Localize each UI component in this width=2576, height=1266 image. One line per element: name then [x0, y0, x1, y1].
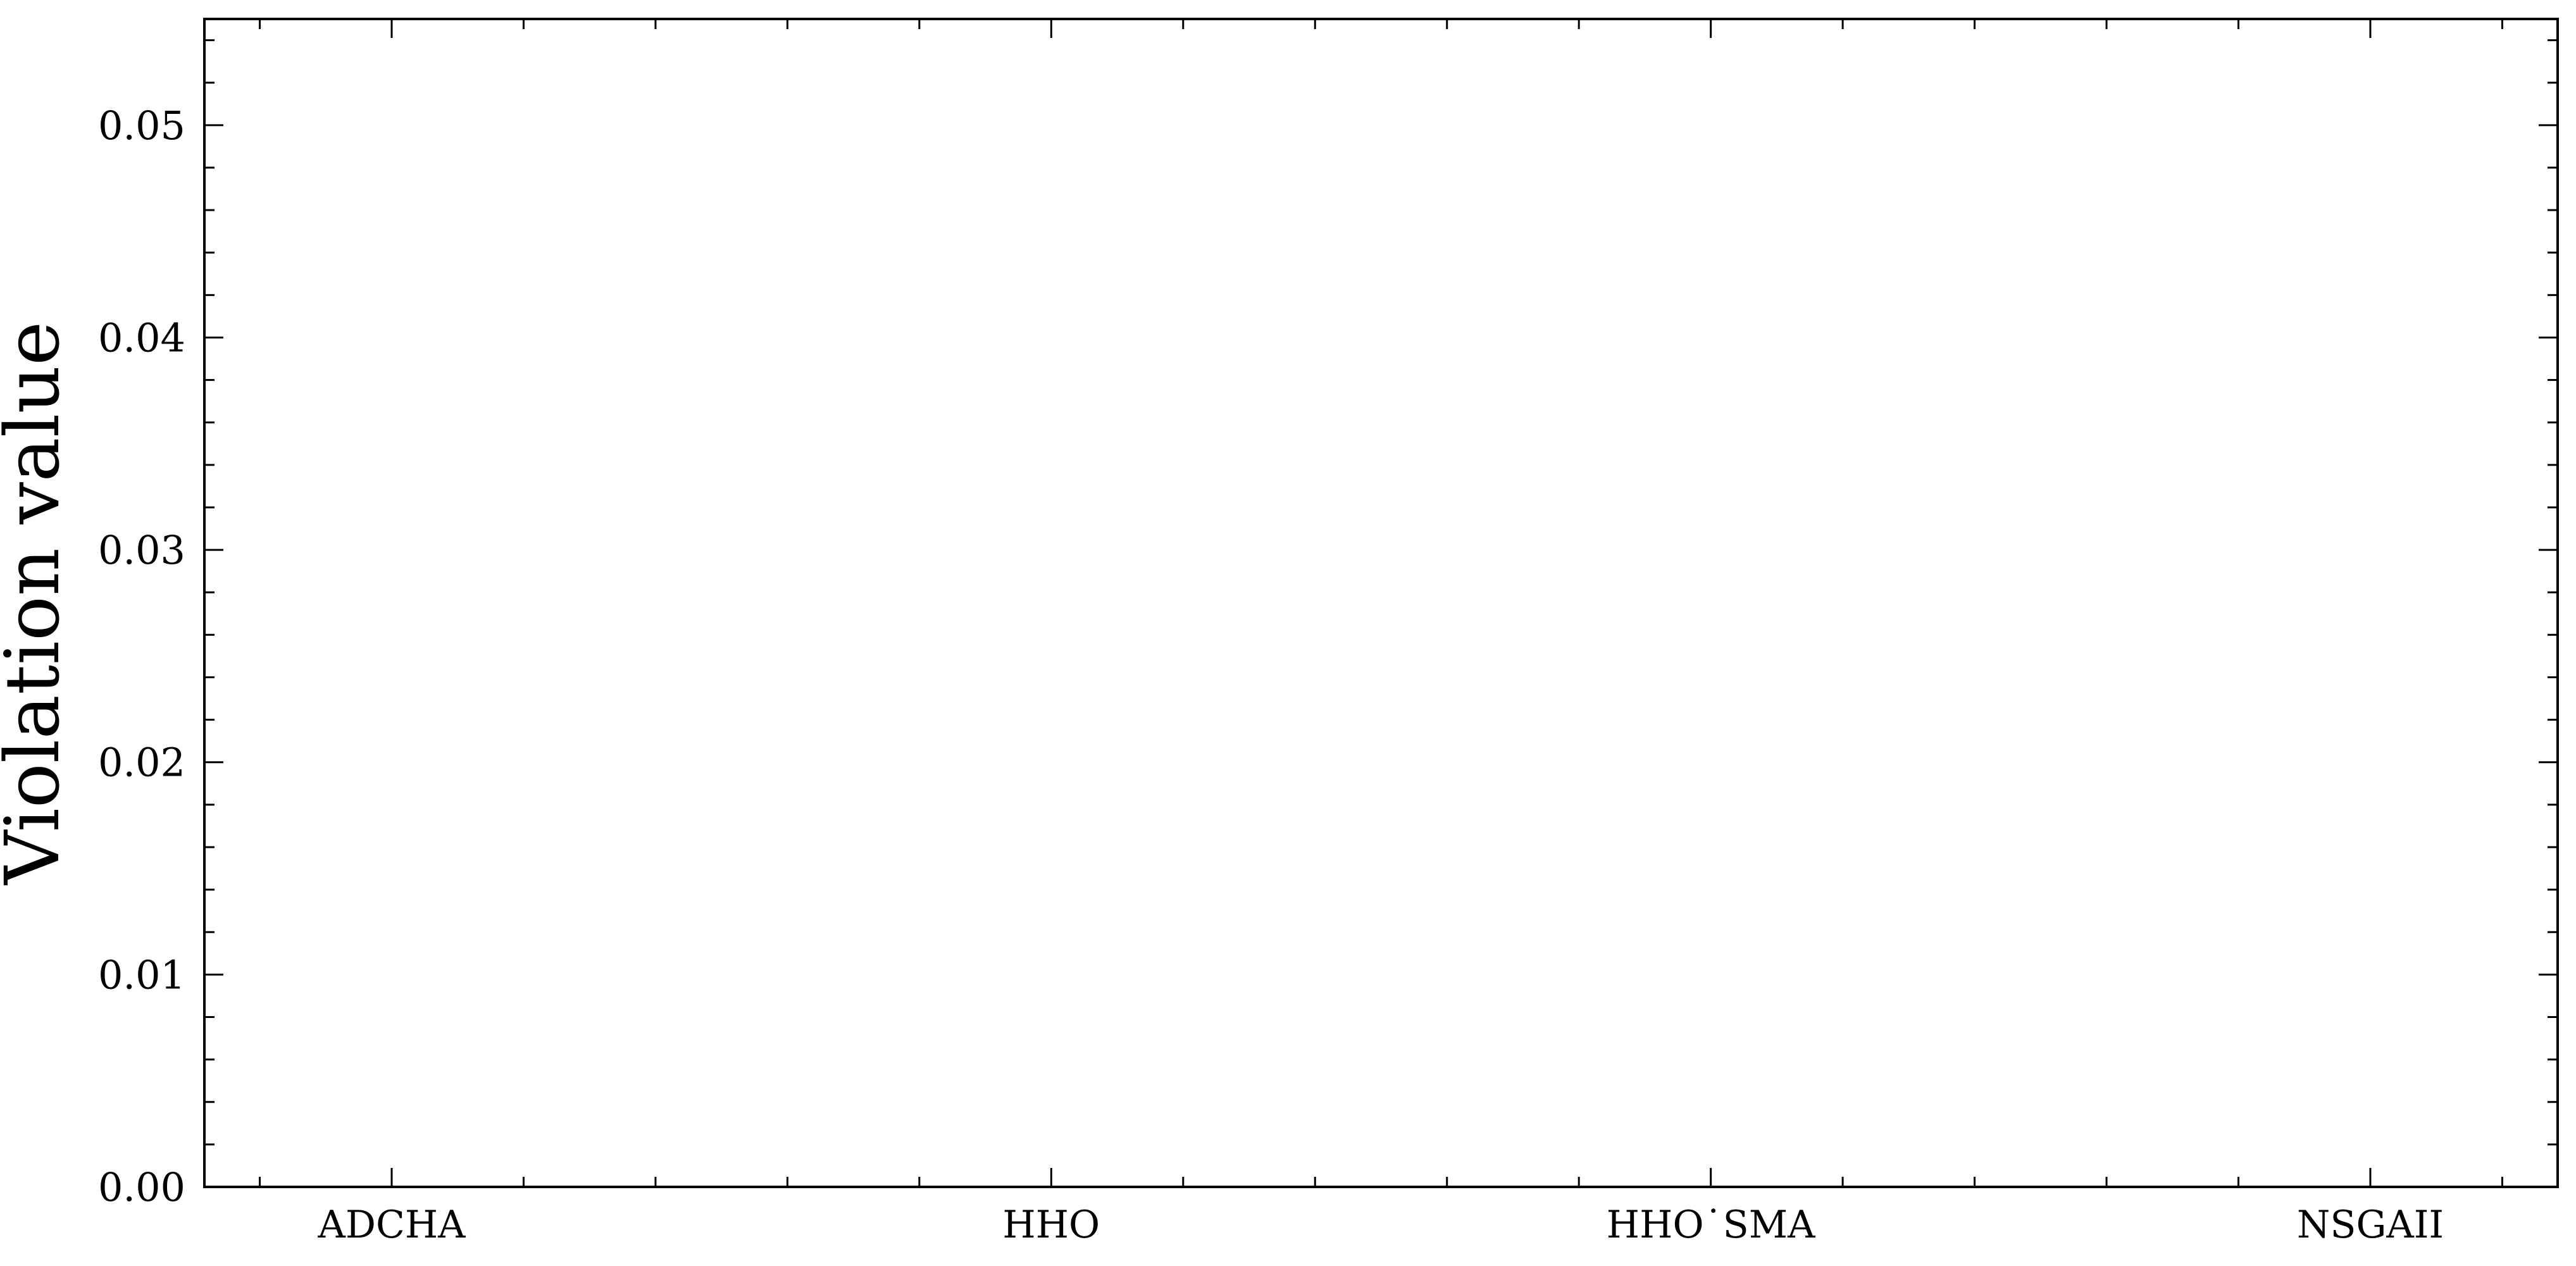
x-tick-labels: ADCHA HHO HHO˙SMA NSGAII — [318, 1203, 2444, 1247]
major-ticks — [204, 19, 2558, 1188]
plot-frame — [203, 18, 2559, 1188]
x-tick-label: ADCHA — [318, 1203, 466, 1247]
y-tick-label: 0.02 — [98, 740, 185, 786]
y-tick-label: 0.01 — [98, 952, 185, 998]
x-tick-label: HHO˙SMA — [1607, 1203, 1815, 1247]
y-tick-labels: 0.00 0.01 0.02 0.03 0.04 0.05 — [98, 102, 185, 1210]
y-tick-label: 0.05 — [98, 102, 185, 149]
x-tick-label: NSGAII — [2297, 1203, 2444, 1247]
minor-ticks — [204, 19, 2558, 1187]
y-tick-label: 0.04 — [98, 314, 185, 361]
y-tick-label: 0.03 — [98, 527, 185, 573]
y-tick-label: 0.00 — [98, 1164, 185, 1210]
x-tick-label: HHO — [1002, 1203, 1100, 1247]
y-axis-label: Violation value — [0, 321, 76, 886]
